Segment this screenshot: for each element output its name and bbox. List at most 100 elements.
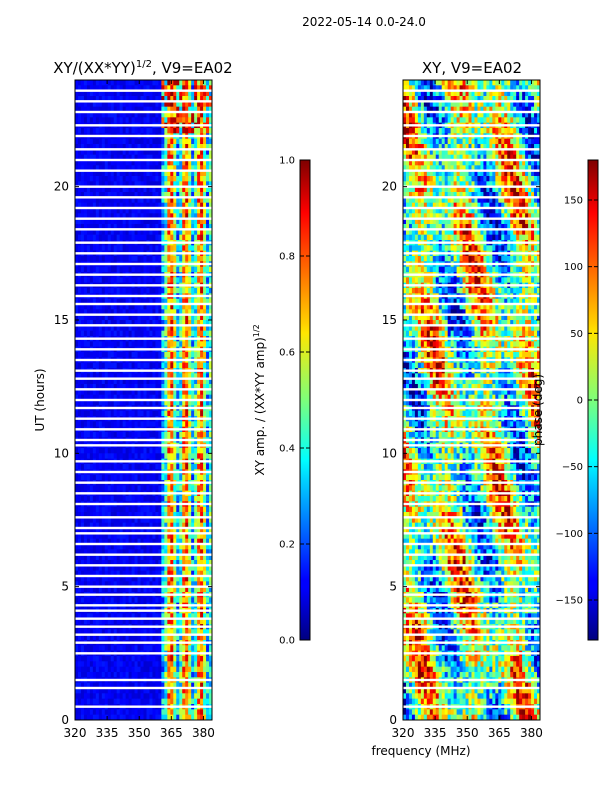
heatmap-cell	[203, 565, 207, 572]
heatmap-cell	[170, 325, 174, 332]
heatmap-cell	[89, 330, 94, 337]
heatmap-cell	[146, 213, 150, 220]
heatmap-cell	[179, 85, 183, 92]
heatmap-cell	[77, 90, 82, 97]
heatmap-cell	[161, 634, 165, 641]
heatmap-cell	[203, 629, 207, 636]
heatmap-cell	[95, 373, 100, 380]
heatmap-cell	[98, 96, 103, 102]
heatmap-cell	[158, 522, 162, 529]
heatmap-cell	[146, 432, 150, 438]
heatmap-cell	[143, 517, 147, 524]
heatmap-cell	[167, 90, 171, 97]
heatmap-cell	[83, 213, 88, 220]
heatmap-cell	[137, 160, 141, 166]
heatmap-cell	[176, 304, 180, 310]
heatmap-cell	[167, 384, 171, 390]
heatmap-cell	[134, 298, 138, 305]
heatmap-cell	[104, 560, 109, 566]
heatmap-cell	[161, 485, 165, 492]
heatmap-cell	[77, 448, 82, 454]
heatmap-cell	[101, 634, 106, 641]
heatmap-cell	[107, 522, 112, 529]
heatmap-cell	[95, 512, 100, 518]
heatmap-cell	[101, 277, 106, 284]
heatmap-cell	[86, 389, 91, 396]
heatmap-cell	[185, 533, 189, 540]
heatmap-cell	[113, 400, 118, 406]
heatmap-cell	[173, 309, 177, 316]
heatmap-cell	[77, 309, 82, 316]
heatmap-cell	[146, 560, 150, 566]
heatmap-cell	[125, 208, 130, 214]
heatmap-cell	[206, 485, 210, 492]
heatmap-cell	[140, 213, 144, 220]
heatmap-cell	[167, 96, 171, 102]
heatmap-cell	[152, 298, 156, 305]
heatmap-cell	[89, 96, 94, 102]
heatmap-cell	[92, 197, 97, 204]
heatmap-cell	[149, 496, 153, 502]
heatmap-cell	[92, 80, 97, 86]
heatmap-cell	[95, 224, 100, 230]
heatmap-cell	[185, 160, 189, 166]
heatmap-cell	[209, 629, 213, 636]
heatmap-cell	[98, 330, 103, 337]
heatmap-cell	[128, 186, 132, 193]
heatmap-cell	[167, 176, 171, 182]
heatmap-cell	[80, 154, 85, 161]
heatmap-cell	[146, 485, 150, 492]
heatmap-cell	[75, 202, 79, 209]
heatmap-cell	[137, 410, 141, 417]
heatmap-cell	[143, 314, 147, 321]
heatmap-cell	[182, 170, 186, 177]
heatmap-cell	[95, 474, 100, 481]
heatmap-cell	[152, 234, 156, 241]
heatmap-cell	[200, 208, 204, 214]
heatmap-cell	[200, 352, 204, 358]
heatmap-cell	[134, 112, 138, 118]
heatmap-cell	[194, 373, 198, 380]
heatmap-cell	[191, 314, 195, 321]
heatmap-cell	[173, 378, 177, 385]
heatmap-cell	[149, 485, 153, 492]
heatmap-cell	[95, 341, 100, 348]
heatmap-cell	[128, 208, 132, 214]
heatmap-cell	[203, 80, 207, 86]
heatmap-cell	[119, 496, 124, 502]
heatmap-cell	[77, 464, 82, 470]
heatmap-cell	[107, 512, 112, 518]
heatmap-cell	[75, 208, 79, 214]
heatmap-cell	[143, 128, 147, 134]
heatmap-cell	[200, 213, 204, 220]
heatmap-cell	[86, 325, 91, 332]
heatmap-cell	[83, 613, 88, 620]
heatmap-cell	[116, 565, 121, 572]
heatmap-cell	[173, 256, 177, 262]
heatmap-cell	[89, 154, 94, 161]
heatmap-cell	[101, 160, 106, 166]
heatmap-cell	[128, 192, 132, 198]
heatmap-cell	[194, 106, 198, 113]
heatmap-cell	[98, 112, 103, 118]
heatmap-cell	[209, 496, 213, 502]
heatmap-cell	[128, 176, 132, 182]
heatmap-cell	[101, 208, 106, 214]
heatmap-cell	[206, 320, 210, 326]
heatmap-cell	[155, 320, 159, 326]
heatmap-cell	[107, 485, 112, 492]
heatmap-cell	[104, 565, 109, 572]
heatmap-cell	[203, 464, 207, 470]
heatmap-cell	[95, 645, 100, 652]
heatmap-cell	[152, 341, 156, 348]
heatmap-cell	[182, 389, 186, 396]
heatmap-cell	[209, 330, 213, 337]
heatmap-cell	[167, 245, 171, 252]
heatmap-cell	[179, 496, 183, 502]
heatmap-cell	[185, 165, 189, 172]
heatmap-cell	[137, 432, 141, 438]
heatmap-cell	[167, 181, 171, 188]
heatmap-cell	[107, 517, 112, 524]
heatmap-cell	[110, 202, 115, 209]
heatmap-cell	[188, 538, 192, 545]
